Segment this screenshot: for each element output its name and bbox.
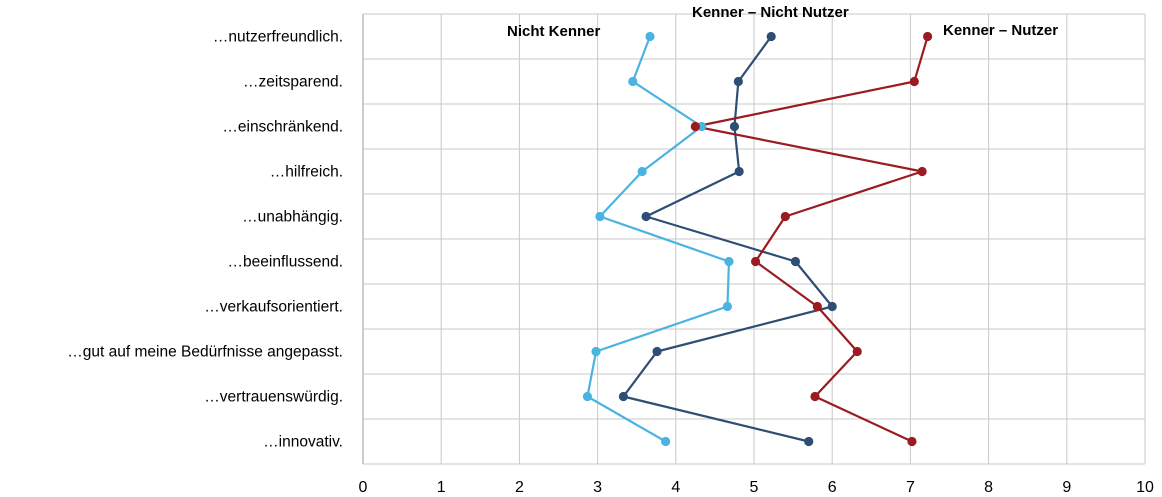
category-label: …nutzerfreundlich. <box>213 29 343 46</box>
series-label: Nicht Kenner <box>507 23 601 40</box>
data-point <box>812 301 822 312</box>
category-label: …innovativ. <box>263 434 343 451</box>
x-tick-label: 5 <box>750 479 759 496</box>
data-point <box>780 211 790 222</box>
data-point <box>645 31 655 42</box>
x-tick-label: 6 <box>828 479 837 496</box>
data-point <box>722 301 733 312</box>
data-point <box>628 76 638 87</box>
x-tick-label: 7 <box>906 479 915 496</box>
x-tick-label: 10 <box>1136 479 1154 496</box>
category-labels: …nutzerfreundlich. …zeitsparend. …einschrä… <box>67 29 343 451</box>
data-point <box>907 436 917 447</box>
category-label: …beeinflussend. <box>228 254 343 271</box>
data-point <box>852 346 862 357</box>
data-point <box>909 76 919 87</box>
series-line <box>622 35 834 443</box>
x-tick-label: 0 <box>359 479 368 496</box>
category-label: …verkaufsorientiert. <box>204 299 343 316</box>
x-tick-label: 1 <box>437 479 446 496</box>
category-label: …unabhängig. <box>242 209 343 226</box>
data-point <box>804 436 814 447</box>
data-point <box>595 211 605 222</box>
data-point <box>750 256 761 267</box>
data-point <box>917 166 927 177</box>
category-label: …einschränkend. <box>222 119 343 136</box>
data-point <box>766 31 776 42</box>
data-point <box>810 391 820 402</box>
data-point <box>923 31 933 42</box>
series-line <box>694 36 929 443</box>
x-tick-label: 4 <box>671 479 680 496</box>
x-tick-label: 8 <box>984 479 993 496</box>
series-line <box>586 36 731 443</box>
data-point <box>652 346 662 357</box>
data-point <box>729 121 740 132</box>
series-points <box>582 31 933 447</box>
category-label: …zeitsparend. <box>243 74 343 91</box>
data-point <box>661 436 671 447</box>
category-label: …vertrauenswürdig. <box>204 389 343 406</box>
data-point <box>618 391 629 402</box>
category-label: …hilfreich. <box>270 164 343 181</box>
data-point <box>591 346 601 357</box>
gridlines <box>362 13 1146 465</box>
x-tick-label: 2 <box>515 479 524 496</box>
series-labels: Nicht Kenner Kenner – Nicht Nutzer Kenner … <box>507 4 1058 40</box>
x-tick-labels: 0 1 2 3 4 5 6 7 8 9 10 <box>359 479 1154 496</box>
data-point <box>641 211 651 222</box>
x-tick-label: 9 <box>1062 479 1071 496</box>
x-tick-label: 3 <box>593 479 602 496</box>
series-lines <box>586 35 929 443</box>
data-point <box>734 166 744 177</box>
series-label: Kenner – Nicht Nutzer <box>692 4 849 21</box>
data-point <box>827 301 837 312</box>
data-point <box>582 391 593 402</box>
category-label: …gut auf meine Bedürfnisse angepasst. <box>67 344 343 361</box>
data-point <box>724 256 734 267</box>
data-point <box>637 166 647 177</box>
data-point <box>733 76 743 87</box>
series-label: Kenner – Nutzer <box>943 22 1058 39</box>
data-point <box>790 256 801 267</box>
data-point <box>690 121 700 132</box>
